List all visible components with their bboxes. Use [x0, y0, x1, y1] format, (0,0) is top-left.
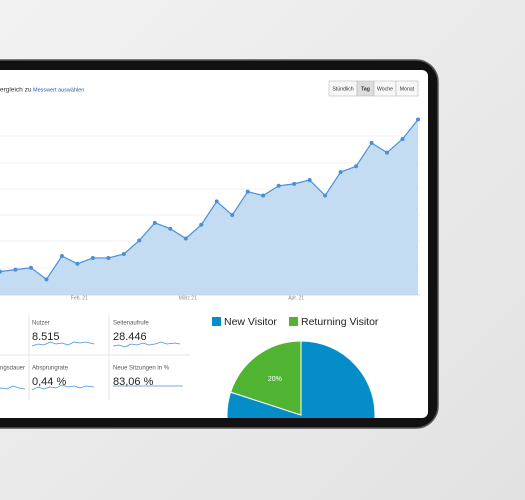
line-chart: Feb. 21 März 21 Apr. 21: [0, 117, 420, 301]
sparkline: [31, 384, 95, 391]
metric-label: Absprungrate: [32, 366, 69, 372]
sparkline: [0, 385, 26, 391]
point: [137, 238, 142, 243]
metric-label: Neue Sitzungen in %: [113, 366, 170, 372]
point: [59, 254, 64, 258]
point: [152, 220, 157, 225]
metric-label: Nutzer: [32, 321, 50, 327]
point: [354, 164, 359, 169]
line: [0, 119, 419, 281]
legend-swatch: [289, 317, 298, 326]
point: [183, 236, 188, 241]
point: [106, 255, 111, 260]
x-tick-label: Apr. 21: [288, 295, 304, 301]
compare-text: ergleich zu: [0, 87, 32, 94]
point: [261, 193, 266, 198]
point: [307, 177, 312, 182]
point: [90, 255, 95, 260]
point: [75, 261, 80, 266]
point: [0, 269, 2, 274]
x-tick-label: Feb. 21: [71, 295, 88, 301]
metric-value: 0,44 %: [32, 376, 66, 388]
tablet-edge: [0, 59, 439, 429]
pie-chart: New Visitor Returning Visitor 20%: [212, 316, 379, 418]
pie-slice: [229, 340, 302, 416]
legend-swatch: [212, 317, 221, 326]
point: [28, 265, 33, 270]
point: [168, 226, 173, 231]
pie-label: 20%: [268, 376, 282, 383]
metric-label: ngsdauer: [0, 366, 25, 372]
point: [214, 199, 219, 204]
point: [416, 117, 420, 122]
metric-value: 83,06 %: [113, 376, 154, 388]
button-label[interactable]: Stündlich: [332, 86, 353, 92]
point: [276, 183, 281, 188]
metric-link[interactable]: Messwert auswählen: [33, 87, 84, 93]
button-label[interactable]: Tag: [361, 86, 370, 92]
legend-label: Returning Visitor: [301, 316, 379, 328]
x-tick-label: März 21: [179, 295, 197, 301]
point: [385, 150, 390, 155]
button[interactable]: [395, 80, 419, 97]
legend-label: New Visitor: [224, 316, 277, 328]
point: [44, 277, 49, 282]
metric-value: 8.515: [32, 331, 60, 343]
sparkline: [31, 341, 95, 347]
button-label[interactable]: Woche: [377, 86, 393, 92]
point: [121, 252, 126, 257]
metric-value: 28.446: [113, 331, 147, 343]
screen: ergleich zu Messwert auswählen Stündlich…: [0, 70, 428, 418]
area: [0, 119, 418, 295]
point: [13, 267, 18, 272]
point: [338, 170, 343, 175]
button-label[interactable]: Monat: [400, 86, 415, 92]
point: [199, 222, 204, 227]
point: [323, 193, 328, 198]
point: [369, 140, 374, 145]
button-group: Stündlich Tag Woche Monat: [328, 80, 419, 97]
metrics: Nutzer 8.515 Seitenaufrufe 28.446 ngsdauer Ab…: [0, 315, 190, 400]
sparkline: [112, 341, 181, 348]
point: [292, 181, 297, 186]
point: [400, 137, 405, 141]
metric-label: Seitenaufrufe: [113, 321, 149, 327]
point: [245, 189, 250, 194]
point: [230, 213, 235, 218]
